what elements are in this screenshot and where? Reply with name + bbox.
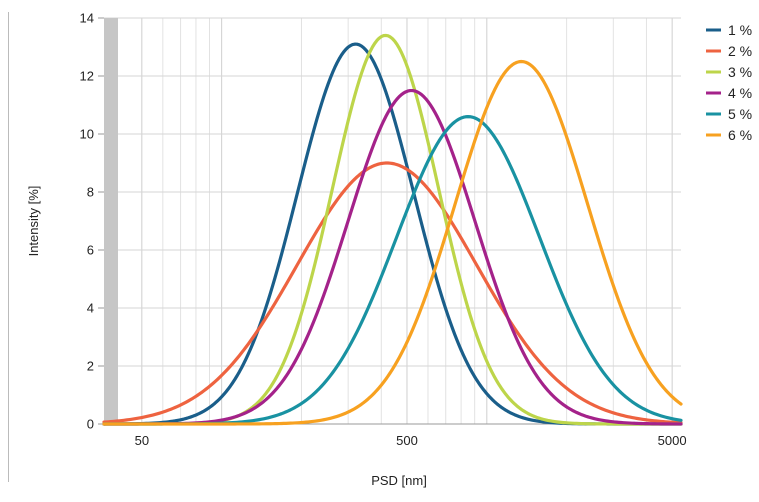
y-tick-label: 2	[87, 359, 94, 374]
grid	[104, 17, 681, 424]
y-axis-title: Intensity [%]	[26, 186, 41, 257]
series-line-4	[102, 88, 683, 426]
legend-label: 4 %	[728, 85, 752, 101]
y-axis-band	[104, 18, 118, 424]
y-tick-label: 14	[80, 11, 94, 26]
left-divider	[8, 12, 9, 482]
x-tick-label: 5000	[658, 433, 687, 448]
legend-label: 5 %	[728, 106, 752, 122]
x-tick-label: 500	[396, 433, 418, 448]
x-axis-title: PSD [nm]	[371, 473, 427, 488]
series-line-2	[102, 161, 683, 425]
x-tick-label: 50	[135, 433, 149, 448]
y-tick-label: 12	[80, 69, 94, 84]
series-line-6	[102, 59, 683, 426]
legend-label: 1 %	[728, 22, 752, 38]
legend-label: 6 %	[728, 127, 752, 143]
y-tick-label: 4	[87, 301, 94, 316]
y-tick-label: 10	[80, 127, 94, 142]
y-tick-label: 8	[87, 185, 94, 200]
legend-label: 3 %	[728, 64, 752, 80]
y-tick-label: 0	[87, 417, 94, 432]
y-tick-label: 6	[87, 243, 94, 258]
series-lines	[102, 33, 683, 426]
legend-label: 2 %	[728, 43, 752, 59]
legend: 1 % 2 % 3 % 4 % 5 % 6 %	[706, 22, 752, 143]
